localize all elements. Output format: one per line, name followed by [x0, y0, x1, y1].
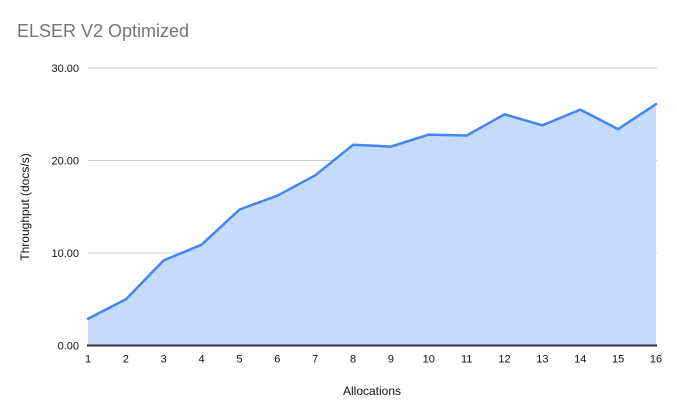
x-tick-label: 9 — [388, 354, 394, 366]
x-tick-label: 6 — [274, 354, 280, 366]
x-tick-label: 14 — [574, 354, 586, 366]
series-line — [86, 102, 658, 320]
x-tick-label: 4 — [199, 354, 205, 366]
chart-title: ELSER V2 Optimized — [17, 21, 190, 41]
x-tick-label: 13 — [536, 354, 548, 366]
x-tick-label: 2 — [123, 354, 129, 366]
x-axis-title: Allocations — [342, 384, 402, 398]
x-tick-label: 1 — [85, 354, 91, 366]
x-tick-label: 12 — [498, 354, 510, 366]
x-tick-label: 11 — [461, 354, 472, 366]
x-tick-label: 16 — [650, 354, 662, 366]
x-tick-label: 8 — [350, 354, 356, 366]
x-tick-label: 15 — [612, 354, 624, 366]
x-tick-label: 5 — [236, 354, 242, 366]
x-tick-label: 3 — [161, 354, 167, 366]
area-fill — [88, 104, 656, 346]
y-tick-label: 30.00 — [51, 63, 79, 75]
x-tick-label: 7 — [312, 354, 318, 366]
x-tick-label: 10 — [423, 354, 435, 366]
y-tick-label: 0.00 — [58, 341, 79, 353]
y-tick-label: 10.00 — [51, 248, 79, 260]
y-tick-label: 20.00 — [51, 156, 79, 168]
